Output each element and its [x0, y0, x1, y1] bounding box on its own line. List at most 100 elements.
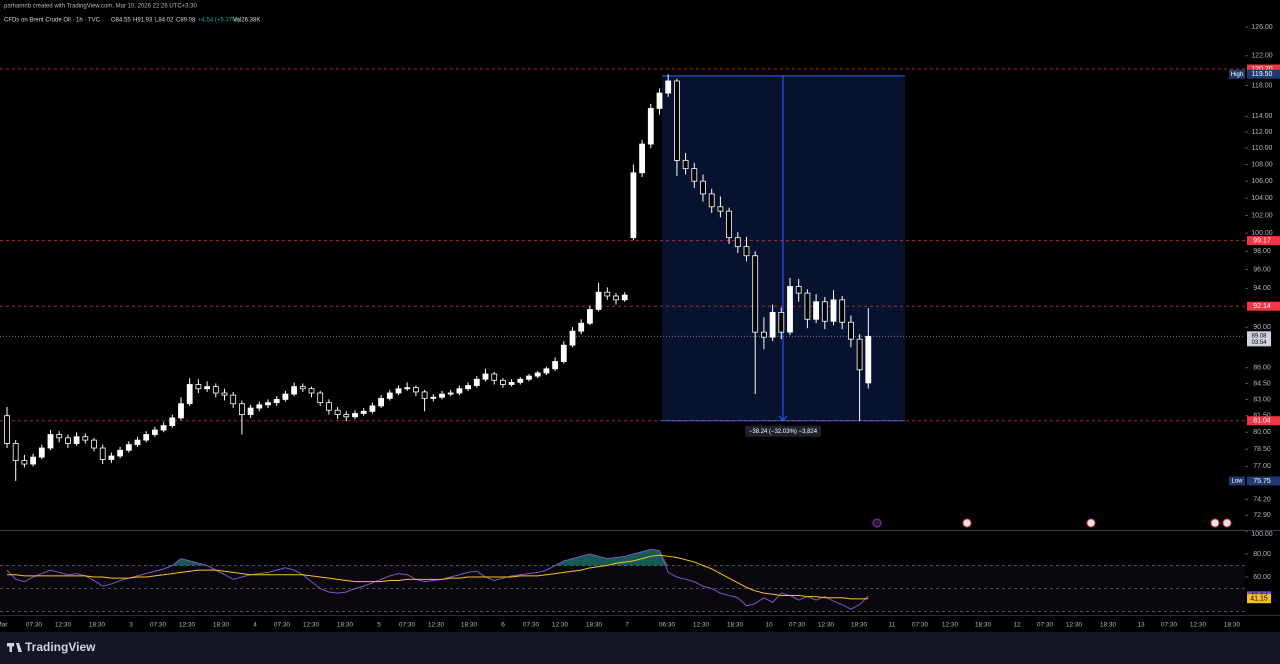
y-tick-label: 90.00 [1253, 324, 1271, 331]
candle-body [560, 344, 567, 362]
candle-body [421, 391, 428, 399]
event-icon[interactable] [1222, 518, 1232, 528]
y-tick-label: 102.00 [1251, 212, 1273, 219]
event-icon[interactable] [1210, 518, 1220, 528]
legend-item: H91.93 [133, 18, 153, 24]
candle-body [325, 402, 332, 411]
candle-body [621, 294, 628, 301]
candle-body [656, 92, 663, 109]
event-icon[interactable] [962, 518, 972, 528]
countdown-label: 03:54 [1251, 340, 1267, 346]
level-tag [1247, 416, 1280, 426]
candle-body [378, 397, 385, 407]
x-tick-label: 07:30 [399, 622, 416, 629]
candle-body [256, 404, 263, 409]
candle-body [473, 378, 480, 386]
event-icon[interactable] [1086, 518, 1096, 528]
candle-body [848, 321, 854, 340]
candle-body [543, 368, 550, 374]
candle-body [839, 299, 846, 323]
y-tick-label: 94.00 [1253, 285, 1271, 292]
candle-body [299, 386, 306, 390]
candle-body [352, 413, 358, 418]
candle-body [769, 312, 776, 338]
y-tick-label: 112.00 [1252, 129, 1273, 136]
candle-body [4, 415, 10, 444]
x-tick-label: 12:30 [428, 622, 445, 629]
candle-body [247, 407, 254, 415]
y-tick-label: 108.00 [1251, 161, 1273, 168]
high-label-bg [1247, 69, 1280, 79]
high-tag: High [1231, 72, 1243, 78]
y-tick-label: 106.00 [1251, 178, 1273, 185]
candle-body [160, 425, 167, 431]
candle-body [578, 322, 585, 332]
events [872, 518, 1232, 528]
candle-body [752, 255, 759, 333]
x-tick-label: 18:30 [586, 622, 603, 629]
y-tick-label: 84.50 [1253, 380, 1271, 387]
candle-body [265, 402, 271, 406]
candle-body [117, 449, 123, 457]
candle-body [691, 168, 698, 182]
x-tick-label: 07:30 [912, 622, 929, 629]
candle-body [813, 301, 819, 320]
x-tick-label: 11 [889, 622, 896, 629]
event-icon[interactable] [872, 518, 882, 528]
x-tick-label: 13 [1137, 622, 1145, 629]
candle-body [12, 443, 19, 461]
x-tick-label: 07:30 [1037, 622, 1054, 629]
y-tick-label: 104.00 [1251, 195, 1273, 202]
candle-body [291, 386, 298, 395]
candle-body [508, 381, 515, 385]
x-tick-label: 6 [501, 622, 505, 629]
y-tick-label: 81.50 [1253, 413, 1271, 420]
candle-body [743, 246, 750, 257]
candle-body [143, 434, 150, 441]
candle-body [308, 388, 315, 394]
candle-body [439, 393, 445, 398]
candle-body [491, 373, 498, 381]
legend-item: Vol26.38K [233, 18, 260, 24]
candle-body [526, 375, 532, 380]
candle-body [221, 392, 228, 396]
x-tick-label: 18:30 [89, 622, 106, 629]
rsi-overbought-fill [7, 549, 869, 566]
candle-body [404, 387, 411, 390]
legend-item: CFDs on Brent Crude Oil · 1h · TVC [4, 18, 101, 24]
rsi-y-tick-label: 80.00 [1253, 551, 1271, 558]
level-label: 120.20 [1251, 66, 1273, 73]
level-label: 99.17 [1253, 237, 1271, 244]
x-tick-label: 12:30 [303, 622, 320, 629]
candle-body [204, 386, 211, 390]
candle-body [317, 392, 324, 404]
last-price-bg [1247, 331, 1271, 347]
x-tick-label: 18:30 [975, 622, 992, 629]
candle-body [369, 405, 376, 412]
x-tick-label: Mar [0, 622, 8, 629]
y-tick-label: 78.50 [1253, 446, 1271, 453]
x-tick-label: 18:30 [337, 622, 354, 629]
rsi-y-tick-label: 60.00 [1253, 574, 1271, 581]
x-tick-label: 3 [129, 622, 133, 629]
logo-mark [9, 643, 12, 652]
y-tick-label: 74.20 [1253, 496, 1271, 503]
y-tick-label: 114.00 [1252, 113, 1273, 120]
candle-body [151, 429, 158, 435]
x-tick-label: 12:30 [1066, 622, 1083, 629]
logo-text: TradingView [25, 640, 96, 654]
x-tick-label: 18:30 [1224, 622, 1241, 629]
low-label: 75.75 [1253, 478, 1271, 485]
logo: TradingView [7, 640, 96, 654]
candle-body [238, 403, 245, 415]
candle-body [343, 414, 350, 418]
y-tick-label: 98.00 [1253, 248, 1271, 255]
x-tick-label: 07:30 [150, 622, 167, 629]
candle-body [82, 436, 89, 441]
candle-body [186, 384, 193, 405]
candle-body [195, 384, 202, 390]
rsi-value-label: 41.15 [1250, 596, 1268, 603]
candle-body [108, 455, 115, 460]
y-tick-label: 100.00 [1251, 230, 1273, 237]
